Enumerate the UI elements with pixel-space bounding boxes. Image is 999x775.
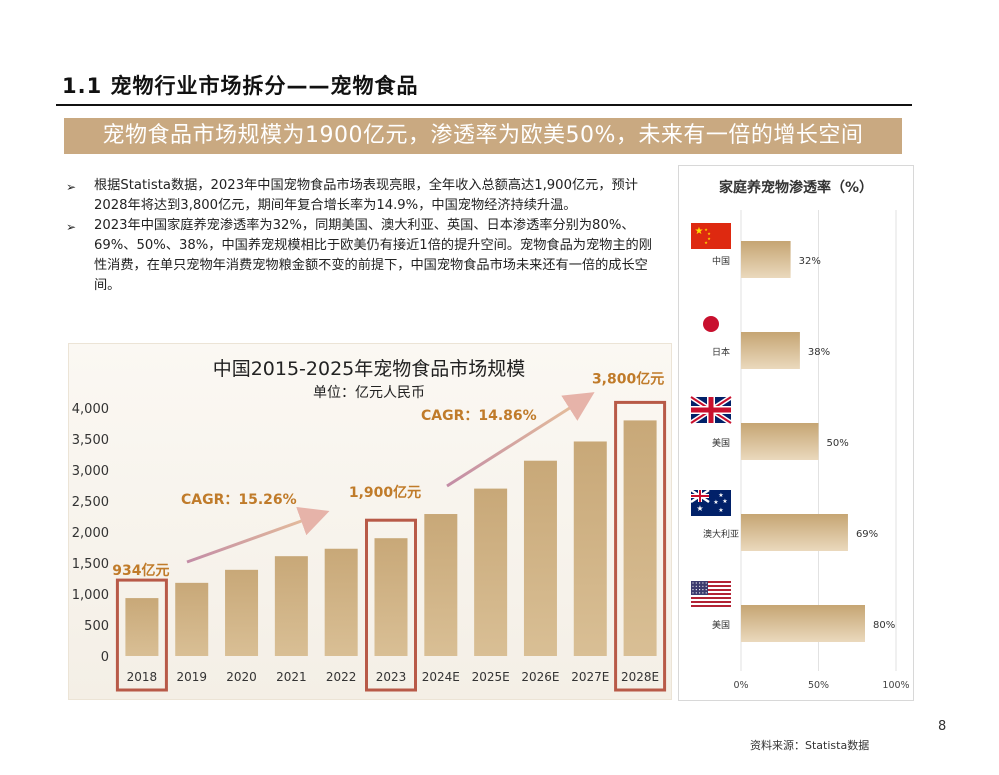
- penetration-rate-panel: 家庭养宠物渗透率（%） 0% 50% 100% ★ ★ ★ ★ ★ ★ ★ ★ ★ ★ 32% 中国 38…: [678, 165, 914, 701]
- bullet-item: ➢ 根据Statista数据，2023年中国宠物食品市场表现亮眼，全年收入总额高…: [66, 176, 656, 216]
- headline-banner: 宠物食品市场规模为1900亿元，渗透率为欧美50%，未来有一倍的增长空间: [64, 118, 902, 154]
- bar-2021: [274, 556, 308, 656]
- x-tick-label: 2026E: [521, 670, 559, 684]
- country-label: 美国: [712, 437, 730, 449]
- china-flag-icon: ★ ★★★★: [691, 223, 731, 249]
- chart-subtitle: 单位：亿元人民币: [313, 385, 425, 401]
- svg-text:★: ★: [713, 499, 718, 506]
- market-size-chart-panel: 中国2015-2025年宠物食品市场规模 单位：亿元人民币 0 500 1,000 1…: [68, 343, 672, 700]
- cagr-label-1: CAGR：15.26%: [181, 492, 297, 508]
- chart-title: 中国2015-2025年宠物食品市场规模: [213, 358, 526, 380]
- penetration-value-label: 32%: [799, 256, 821, 267]
- x-tick-label: 2023: [376, 670, 407, 684]
- svg-text:★: ★: [704, 240, 708, 245]
- bar-2020: [225, 569, 259, 656]
- svg-text:★: ★: [695, 226, 704, 237]
- bullet-item: ➢ 2023年中国家庭养宠渗透率为32%，同期美国、澳大利亚、英国、日本渗透率分…: [66, 216, 656, 296]
- bullet-arrow-icon: ➢: [66, 220, 77, 234]
- trend-arrow-2: [446, 392, 595, 488]
- market-size-chart: 中国2015-2025年宠物食品市场规模 单位：亿元人民币 0 500 1,000 1…: [72, 358, 667, 692]
- bar-2019: [175, 582, 209, 656]
- x-tick-label: 2020: [226, 670, 257, 684]
- penetration-value-label: 50%: [827, 438, 849, 449]
- penetration-chart-title: 家庭养宠物渗透率（%）: [719, 179, 873, 196]
- penetration-bar: [741, 332, 800, 369]
- y-tick-label: 2,500: [72, 495, 109, 510]
- x-tick-label: 0%: [733, 680, 748, 691]
- penetration-value-label: 80%: [873, 620, 895, 631]
- penetration-chart: 家庭养宠物渗透率（%） 0% 50% 100% ★ ★★★★★★★★★ 32%中国38…: [689, 179, 910, 691]
- page-title: 1.1 宠物行业市场拆分——宠物食品: [62, 74, 419, 98]
- source-note: 资料来源：Statista数据: [750, 739, 870, 752]
- bar-2018: [125, 598, 159, 656]
- annotation-2018-value: 934亿元: [112, 562, 169, 579]
- y-tick-label: 1,000: [72, 588, 109, 603]
- page-number: 8: [938, 719, 947, 734]
- x-tick-label: 50%: [808, 680, 829, 691]
- annotation-2028-value: 3,800亿元: [592, 370, 664, 387]
- y-tick-label: 2,000: [72, 526, 109, 541]
- y-tick-label: 0: [101, 650, 109, 665]
- annotation-2023-value: 1,900亿元: [349, 484, 421, 501]
- title-divider: [56, 104, 912, 106]
- penetration-bar: [741, 514, 848, 551]
- penetration-value-label: 69%: [856, 529, 878, 540]
- y-tick-label: 1,500: [72, 557, 109, 572]
- uk-flag-icon: [689, 394, 733, 426]
- penetration-value-label: 38%: [808, 347, 830, 358]
- x-tick-label: 2022: [326, 670, 357, 684]
- svg-text:★: ★: [722, 498, 727, 505]
- svg-text:★: ★: [718, 507, 723, 514]
- bullet-text: 根据Statista数据，2023年中国宠物食品市场表现亮眼，全年收入总额高达1…: [94, 178, 638, 213]
- trend-arrow-1: [186, 506, 330, 564]
- x-tick-label: 2024E: [422, 670, 460, 684]
- highlight-box-2028E: [614, 400, 667, 692]
- country-label: 美国: [712, 619, 730, 631]
- y-tick-label: 3,500: [72, 433, 109, 448]
- x-tick-label: 100%: [882, 680, 909, 691]
- country-label: 日本: [712, 346, 730, 358]
- svg-text:★: ★: [707, 236, 711, 241]
- bullet-arrow-icon: ➢: [66, 180, 77, 194]
- usa-flag-icon: [691, 581, 731, 607]
- highlight-box-2023: [365, 518, 417, 692]
- bar-2027E: [573, 441, 607, 656]
- bullet-list: ➢ 根据Statista数据，2023年中国宠物食品市场表现亮眼，全年收入总额高…: [66, 176, 656, 296]
- y-tick-label: 500: [84, 619, 109, 634]
- bullet-text: 2023年中国家庭养宠渗透率为32%，同期美国、澳大利亚、英国、日本渗透率分别为…: [94, 218, 652, 293]
- svg-text:★: ★: [718, 492, 723, 499]
- penetration-bar: [741, 423, 819, 460]
- x-tick-label: 2021: [276, 670, 307, 684]
- bar-2022: [324, 548, 358, 656]
- cagr-label-2: CAGR：14.86%: [421, 408, 537, 424]
- svg-text:★: ★: [707, 231, 711, 236]
- japan-flag-icon: [703, 316, 719, 332]
- x-tick-label: 2028E: [621, 670, 659, 684]
- country-label: 澳大利亚: [703, 528, 739, 540]
- bar-2026E: [523, 460, 557, 656]
- country-label: 中国: [712, 255, 730, 267]
- y-tick-label: 3,000: [72, 464, 109, 479]
- x-tick-label: 2018: [127, 670, 158, 684]
- highlight-box-2018: [115, 578, 168, 692]
- x-tick-label: 2019: [176, 670, 207, 684]
- bar-2025E: [474, 488, 508, 656]
- y-tick-label: 4,000: [72, 402, 109, 417]
- bar-2024E: [424, 514, 458, 656]
- x-tick-label: 2027E: [571, 670, 609, 684]
- x-tick-label: 2025E: [472, 670, 510, 684]
- penetration-bar: [741, 241, 791, 278]
- bar-2023: [374, 538, 408, 656]
- svg-text:★: ★: [696, 504, 703, 513]
- bar-2028E: [623, 420, 657, 656]
- svg-text:★: ★: [704, 227, 708, 232]
- australia-flag-icon: ★★★★★: [690, 488, 731, 516]
- penetration-bar: [741, 605, 865, 642]
